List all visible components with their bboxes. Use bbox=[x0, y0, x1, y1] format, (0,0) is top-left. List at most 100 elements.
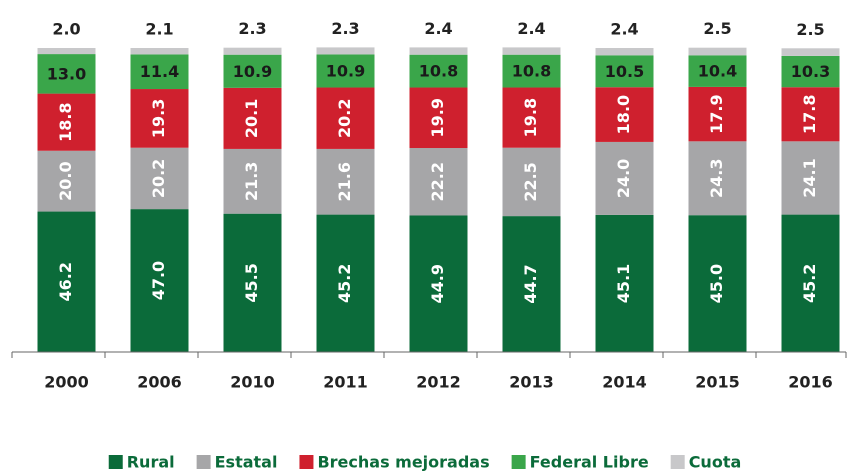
data-label: 2.5 bbox=[796, 20, 824, 39]
x-tick-label: 2014 bbox=[602, 373, 647, 392]
data-label: 19.3 bbox=[149, 99, 168, 138]
bar-segment bbox=[409, 47, 468, 55]
bar-segment bbox=[781, 214, 840, 352]
data-label: 47.0 bbox=[149, 261, 168, 300]
data-label: 10.8 bbox=[512, 62, 551, 81]
bar-segment bbox=[595, 48, 654, 56]
legend-label: Federal Libre bbox=[530, 453, 649, 472]
data-label: 2.4 bbox=[424, 19, 452, 38]
bar-segment bbox=[316, 47, 375, 55]
x-tick-label: 2015 bbox=[695, 373, 740, 392]
bar-segment bbox=[316, 214, 375, 352]
bar-segment bbox=[37, 48, 96, 55]
data-label: 10.9 bbox=[326, 61, 365, 80]
data-label: 19.8 bbox=[521, 98, 540, 137]
data-label: 17.9 bbox=[707, 94, 726, 133]
data-label: 21.6 bbox=[335, 162, 354, 201]
bar-segment bbox=[409, 148, 468, 216]
bar-segment bbox=[502, 54, 561, 88]
bar-segment bbox=[781, 55, 840, 88]
data-label: 45.5 bbox=[242, 263, 261, 302]
legend-label: Cuota bbox=[689, 453, 742, 472]
bar-segment bbox=[130, 54, 189, 90]
data-label: 2.0 bbox=[52, 20, 80, 39]
bar-segment bbox=[595, 87, 654, 142]
data-label: 10.3 bbox=[791, 62, 830, 81]
bar-segment bbox=[595, 141, 654, 215]
data-label: 2.4 bbox=[517, 19, 545, 38]
data-label: 11.4 bbox=[140, 62, 179, 81]
bar-segment bbox=[688, 86, 747, 142]
bar-segment bbox=[316, 54, 375, 88]
bar-segment bbox=[781, 87, 840, 142]
data-label: 19.9 bbox=[428, 98, 447, 137]
bar-segment bbox=[781, 141, 840, 215]
data-label: 10.9 bbox=[233, 62, 272, 81]
legend-label: Rural bbox=[127, 453, 175, 472]
data-label: 22.5 bbox=[521, 162, 540, 201]
bar-segment bbox=[688, 141, 747, 216]
legend-swatch bbox=[299, 455, 314, 469]
data-label: 21.3 bbox=[242, 162, 261, 201]
data-label: 45.2 bbox=[335, 264, 354, 303]
legend-label: Brechas mejoradas bbox=[317, 453, 489, 472]
data-label: 24.1 bbox=[800, 158, 819, 197]
x-tick-label: 2016 bbox=[788, 373, 833, 392]
bar-segment bbox=[502, 87, 561, 148]
data-label: 2.5 bbox=[703, 19, 731, 38]
data-label: 17.8 bbox=[800, 95, 819, 134]
bar-segment bbox=[688, 47, 747, 56]
bar-segment bbox=[781, 48, 840, 56]
bar-segment bbox=[595, 214, 654, 352]
data-label: 2.3 bbox=[331, 19, 359, 38]
bar-segment bbox=[502, 216, 561, 352]
data-label: 44.9 bbox=[428, 264, 447, 303]
data-label: 20.2 bbox=[335, 98, 354, 137]
data-label: 10.5 bbox=[605, 62, 644, 81]
data-label: 18.8 bbox=[56, 102, 75, 141]
bar-segment bbox=[688, 55, 747, 87]
bar-segment bbox=[130, 89, 189, 148]
bar-segment bbox=[37, 150, 96, 212]
bar-segment bbox=[130, 147, 189, 210]
x-tick-label: 2012 bbox=[416, 373, 461, 392]
data-label: 2.4 bbox=[610, 20, 638, 39]
data-label: 44.7 bbox=[521, 264, 540, 303]
data-label: 20.1 bbox=[242, 99, 261, 138]
x-tick-label: 2011 bbox=[323, 373, 368, 392]
data-label: 46.2 bbox=[56, 262, 75, 301]
bar-segment bbox=[37, 211, 96, 352]
data-label: 10.4 bbox=[698, 62, 737, 81]
data-label: 45.2 bbox=[800, 264, 819, 303]
bar-segment bbox=[595, 55, 654, 88]
x-tick-label: 2006 bbox=[137, 373, 182, 392]
data-label: 22.2 bbox=[428, 162, 447, 201]
bar-segment bbox=[130, 48, 189, 55]
data-label: 20.2 bbox=[149, 159, 168, 198]
legend-swatch bbox=[670, 455, 685, 469]
bar-segment bbox=[688, 215, 747, 352]
legend-swatch bbox=[108, 455, 123, 469]
bar-segment bbox=[130, 209, 189, 352]
data-label: 20.0 bbox=[56, 161, 75, 200]
x-tick-label: 2000 bbox=[44, 373, 89, 392]
data-label: 24.3 bbox=[707, 159, 726, 198]
bar-segment bbox=[223, 47, 282, 55]
data-label: 13.0 bbox=[47, 64, 86, 83]
data-label: 2.1 bbox=[145, 20, 173, 39]
data-label: 24.0 bbox=[614, 159, 633, 198]
data-label: 45.0 bbox=[707, 264, 726, 303]
legend-swatch bbox=[511, 455, 526, 469]
bar-segment bbox=[409, 215, 468, 352]
bar-segment bbox=[223, 213, 282, 352]
data-label: 45.1 bbox=[614, 264, 633, 303]
bar-segment bbox=[223, 87, 282, 149]
legend-swatch bbox=[196, 455, 211, 469]
data-label: 18.0 bbox=[614, 95, 633, 134]
bar-segment bbox=[223, 54, 282, 88]
bar-segment bbox=[409, 54, 468, 88]
bar-segment bbox=[37, 54, 96, 94]
bar-segment bbox=[502, 47, 561, 55]
legend-label: Estatal bbox=[215, 453, 278, 472]
